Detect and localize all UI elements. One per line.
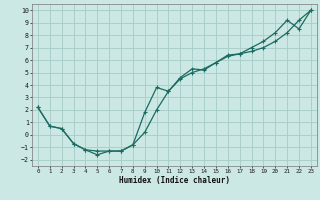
X-axis label: Humidex (Indice chaleur): Humidex (Indice chaleur) bbox=[119, 176, 230, 185]
